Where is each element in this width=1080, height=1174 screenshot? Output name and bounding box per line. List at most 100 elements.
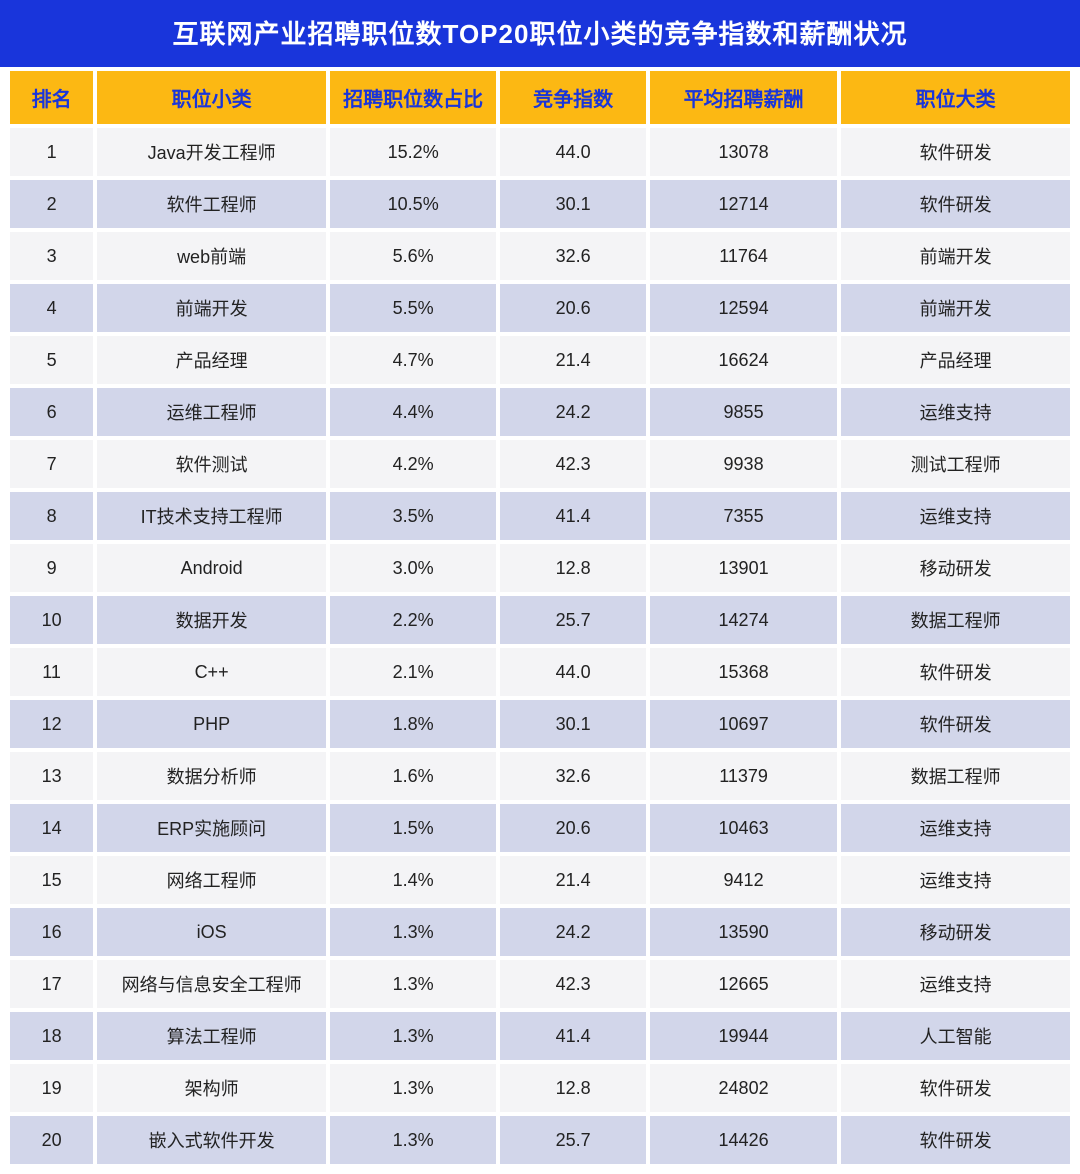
cell-category: 软件研发 [841,648,1070,696]
cell-category: 软件研发 [841,180,1070,228]
col-competition-header: 竞争指数 [500,71,646,124]
col-share-header: 招聘职位数占比 [330,71,496,124]
cell-subcategory: Android [97,544,326,592]
cell-category: 运维支持 [841,960,1070,1008]
cell-category: 数据工程师 [841,596,1070,644]
cell-rank: 10 [10,596,93,644]
cell-rank: 19 [10,1064,93,1112]
cell-subcategory: 运维工程师 [97,388,326,436]
cell-salary: 9855 [650,388,837,436]
cell-share: 2.1% [330,648,496,696]
cell-share: 10.5% [330,180,496,228]
cell-salary: 9412 [650,856,837,904]
cell-subcategory: 软件测试 [97,440,326,488]
table-row: 16iOS1.3%24.213590移动研发 [10,908,1070,956]
col-rank-header: 排名 [10,71,93,124]
cell-rank: 18 [10,1012,93,1060]
cell-competition: 44.0 [500,128,646,176]
cell-rank: 1 [10,128,93,176]
cell-subcategory: 架构师 [97,1064,326,1112]
cell-subcategory: 算法工程师 [97,1012,326,1060]
table-row: 1Java开发工程师15.2%44.013078软件研发 [10,128,1070,176]
cell-subcategory: web前端 [97,232,326,280]
cell-share: 3.5% [330,492,496,540]
col-category-header: 职位大类 [841,71,1070,124]
cell-share: 3.0% [330,544,496,592]
cell-salary: 24802 [650,1064,837,1112]
cell-share: 1.3% [330,960,496,1008]
table-row: 2软件工程师10.5%30.112714软件研发 [10,180,1070,228]
cell-subcategory: IT技术支持工程师 [97,492,326,540]
cell-salary: 14274 [650,596,837,644]
table-row: 14ERP实施顾问1.5%20.610463运维支持 [10,804,1070,852]
cell-share: 5.5% [330,284,496,332]
cell-category: 运维支持 [841,804,1070,852]
cell-salary: 7355 [650,492,837,540]
cell-salary: 10463 [650,804,837,852]
cell-subcategory: PHP [97,700,326,748]
cell-salary: 12714 [650,180,837,228]
cell-category: 软件研发 [841,1116,1070,1164]
cell-rank: 12 [10,700,93,748]
table-body: 1Java开发工程师15.2%44.013078软件研发2软件工程师10.5%3… [10,128,1070,1164]
cell-salary: 9938 [650,440,837,488]
cell-subcategory: ERP实施顾问 [97,804,326,852]
jobs-table: 排名 职位小类 招聘职位数占比 竞争指数 平均招聘薪酬 职位大类 1Java开发… [0,67,1080,1174]
cell-share: 4.2% [330,440,496,488]
cell-rank: 9 [10,544,93,592]
cell-competition: 30.1 [500,180,646,228]
cell-subcategory: Java开发工程师 [97,128,326,176]
cell-share: 1.4% [330,856,496,904]
cell-salary: 11764 [650,232,837,280]
cell-category: 数据工程师 [841,752,1070,800]
cell-salary: 15368 [650,648,837,696]
cell-subcategory: 嵌入式软件开发 [97,1116,326,1164]
cell-competition: 42.3 [500,440,646,488]
cell-competition: 24.2 [500,388,646,436]
cell-subcategory: C++ [97,648,326,696]
cell-rank: 11 [10,648,93,696]
cell-subcategory: iOS [97,908,326,956]
cell-rank: 16 [10,908,93,956]
cell-share: 1.3% [330,1012,496,1060]
table-row: 6运维工程师4.4%24.29855运维支持 [10,388,1070,436]
cell-category: 软件研发 [841,700,1070,748]
cell-share: 1.3% [330,1116,496,1164]
page-title: 互联网产业招聘职位数TOP20职位小类的竞争指数和薪酬状况 [0,0,1080,67]
cell-competition: 21.4 [500,336,646,384]
cell-rank: 13 [10,752,93,800]
cell-category: 移动研发 [841,544,1070,592]
cell-rank: 20 [10,1116,93,1164]
cell-share: 5.6% [330,232,496,280]
cell-competition: 12.8 [500,544,646,592]
table-row: 7软件测试4.2%42.39938测试工程师 [10,440,1070,488]
table-row: 10数据开发2.2%25.714274数据工程师 [10,596,1070,644]
table-row: 15网络工程师1.4%21.49412运维支持 [10,856,1070,904]
cell-share: 2.2% [330,596,496,644]
cell-category: 运维支持 [841,388,1070,436]
cell-salary: 12594 [650,284,837,332]
cell-salary: 13078 [650,128,837,176]
col-subcategory-header: 职位小类 [97,71,326,124]
cell-category: 测试工程师 [841,440,1070,488]
table-container: 互联网产业招聘职位数TOP20职位小类的竞争指数和薪酬状况 排名 职位小类 招聘… [0,0,1080,1174]
cell-category: 软件研发 [841,1064,1070,1112]
table-row: 17网络与信息安全工程师1.3%42.312665运维支持 [10,960,1070,1008]
cell-competition: 20.6 [500,284,646,332]
cell-competition: 21.4 [500,856,646,904]
cell-competition: 25.7 [500,1116,646,1164]
cell-salary: 14426 [650,1116,837,1164]
table-row: 3web前端5.6%32.611764前端开发 [10,232,1070,280]
cell-rank: 3 [10,232,93,280]
cell-subcategory: 前端开发 [97,284,326,332]
cell-salary: 19944 [650,1012,837,1060]
cell-rank: 17 [10,960,93,1008]
cell-share: 1.5% [330,804,496,852]
cell-salary: 11379 [650,752,837,800]
table-row: 9Android3.0%12.813901移动研发 [10,544,1070,592]
cell-competition: 25.7 [500,596,646,644]
cell-category: 前端开发 [841,284,1070,332]
cell-category: 前端开发 [841,232,1070,280]
cell-competition: 44.0 [500,648,646,696]
cell-salary: 10697 [650,700,837,748]
